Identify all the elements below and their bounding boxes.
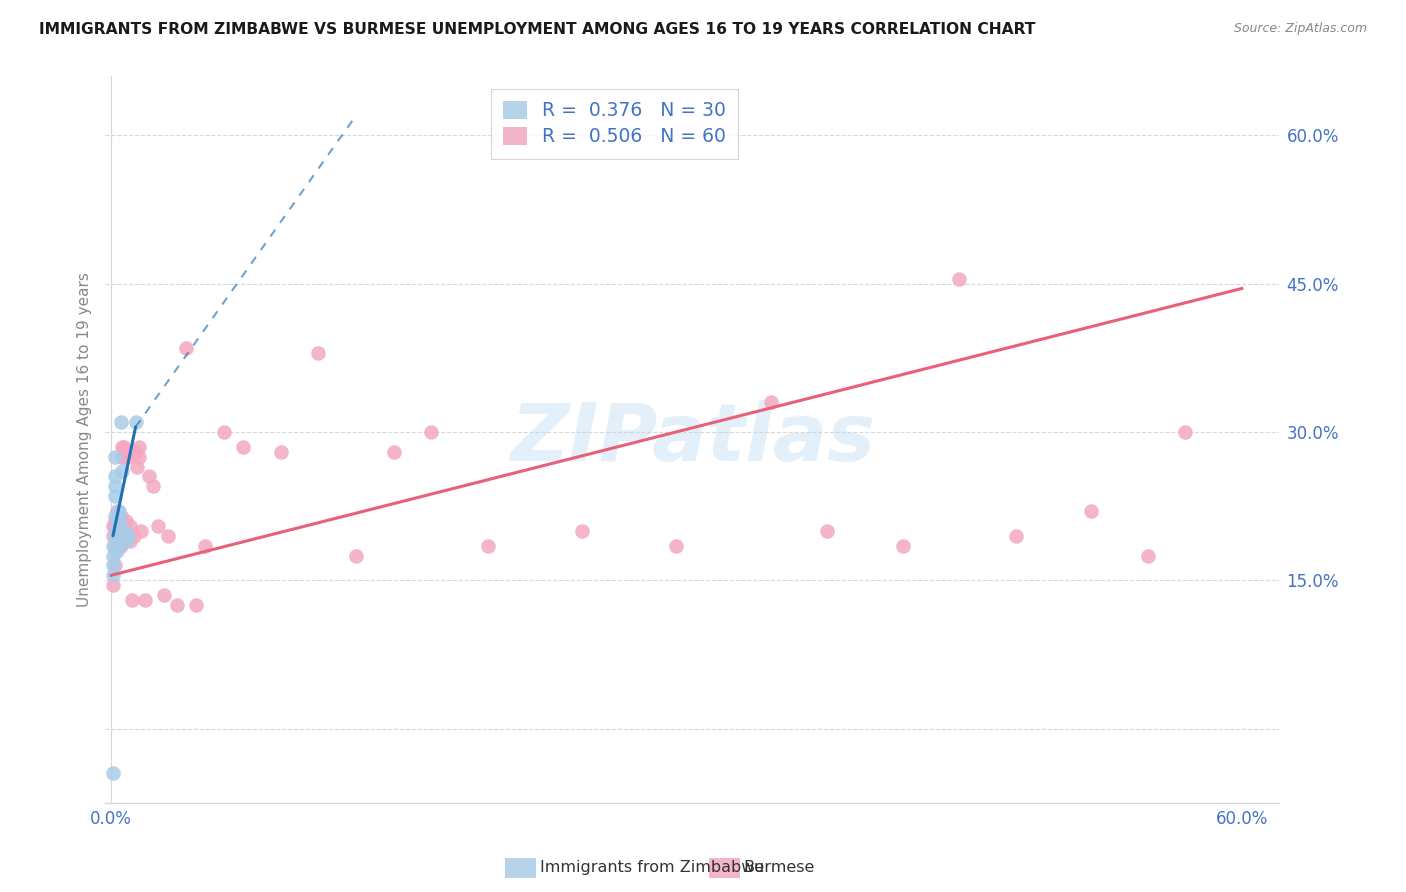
Point <box>176 341 198 355</box>
Point <box>107 508 129 523</box>
Point <box>134 593 156 607</box>
Point <box>107 504 129 518</box>
Point <box>111 440 134 454</box>
Point <box>124 444 146 458</box>
Point <box>1004 529 1026 543</box>
Point <box>111 524 134 538</box>
Point <box>105 529 128 543</box>
Point <box>270 444 292 458</box>
Point <box>105 539 128 553</box>
Point <box>153 588 176 602</box>
Legend: R =  0.376   N = 30, R =  0.506   N = 60: R = 0.376 N = 30, R = 0.506 N = 60 <box>491 89 738 159</box>
Point <box>148 519 170 533</box>
Point <box>138 469 160 483</box>
Point <box>118 519 141 533</box>
Point <box>1080 504 1102 518</box>
Point <box>112 450 135 464</box>
Point <box>212 425 235 439</box>
Point <box>101 549 124 563</box>
Point <box>128 450 150 464</box>
Point <box>111 465 134 479</box>
Point <box>112 440 135 454</box>
Point <box>115 514 138 528</box>
Text: Burmese: Burmese <box>744 861 815 875</box>
Point <box>110 415 132 429</box>
Point <box>110 539 132 553</box>
Point <box>104 514 127 528</box>
Point <box>118 533 141 548</box>
Point <box>101 558 124 573</box>
Point <box>129 524 152 538</box>
Point <box>122 529 145 543</box>
Point <box>117 529 139 543</box>
Point <box>105 504 128 518</box>
Point <box>232 440 254 454</box>
Point <box>142 479 165 493</box>
Point <box>477 539 499 553</box>
Point <box>101 539 124 553</box>
Point <box>112 529 135 543</box>
Point <box>1174 425 1197 439</box>
Text: IMMIGRANTS FROM ZIMBABWE VS BURMESE UNEMPLOYMENT AMONG AGES 16 TO 19 YEARS CORRE: IMMIGRANTS FROM ZIMBABWE VS BURMESE UNEM… <box>39 22 1036 37</box>
Point <box>110 519 132 533</box>
Point <box>101 766 124 780</box>
Point <box>104 489 127 503</box>
Point <box>759 395 782 409</box>
Point <box>117 450 139 464</box>
Point <box>948 271 970 285</box>
Point <box>107 514 129 528</box>
Point <box>121 593 143 607</box>
Point <box>101 529 124 543</box>
Point <box>101 519 124 533</box>
Point <box>128 440 150 454</box>
Point <box>112 524 135 538</box>
Point <box>124 415 146 429</box>
Point <box>382 444 405 458</box>
Point <box>107 514 129 528</box>
Point <box>127 459 149 474</box>
Point <box>110 524 132 538</box>
Point <box>105 533 128 548</box>
Point <box>105 519 128 533</box>
Point <box>104 479 127 493</box>
Point <box>107 524 129 538</box>
Point <box>105 539 128 553</box>
Point <box>105 543 128 558</box>
Point <box>891 539 914 553</box>
Point <box>307 345 329 359</box>
Text: Immigrants from Zimbabwe: Immigrants from Zimbabwe <box>540 861 763 875</box>
Point <box>104 450 127 464</box>
Point <box>104 508 127 523</box>
Point <box>101 578 124 592</box>
Point <box>815 524 838 538</box>
Text: ZIPatlas: ZIPatlas <box>510 401 875 478</box>
Text: Source: ZipAtlas.com: Source: ZipAtlas.com <box>1233 22 1367 36</box>
Point <box>166 598 188 612</box>
Point <box>111 450 134 464</box>
Point <box>1136 549 1159 563</box>
Point <box>105 524 128 538</box>
Point <box>571 524 593 538</box>
Point <box>104 519 127 533</box>
Point <box>107 539 129 553</box>
Point <box>115 529 138 543</box>
Point <box>104 539 127 553</box>
Point <box>105 529 128 543</box>
Point <box>665 539 688 553</box>
Point <box>420 425 443 439</box>
Point <box>104 558 127 573</box>
Point <box>115 533 138 548</box>
Point <box>104 469 127 483</box>
Point <box>105 514 128 528</box>
Point <box>156 529 179 543</box>
Point <box>110 508 132 523</box>
Point <box>101 568 124 582</box>
Y-axis label: Unemployment Among Ages 16 to 19 years: Unemployment Among Ages 16 to 19 years <box>76 272 91 607</box>
Point <box>194 539 217 553</box>
Point <box>184 598 207 612</box>
Point <box>344 549 367 563</box>
Point <box>104 529 127 543</box>
